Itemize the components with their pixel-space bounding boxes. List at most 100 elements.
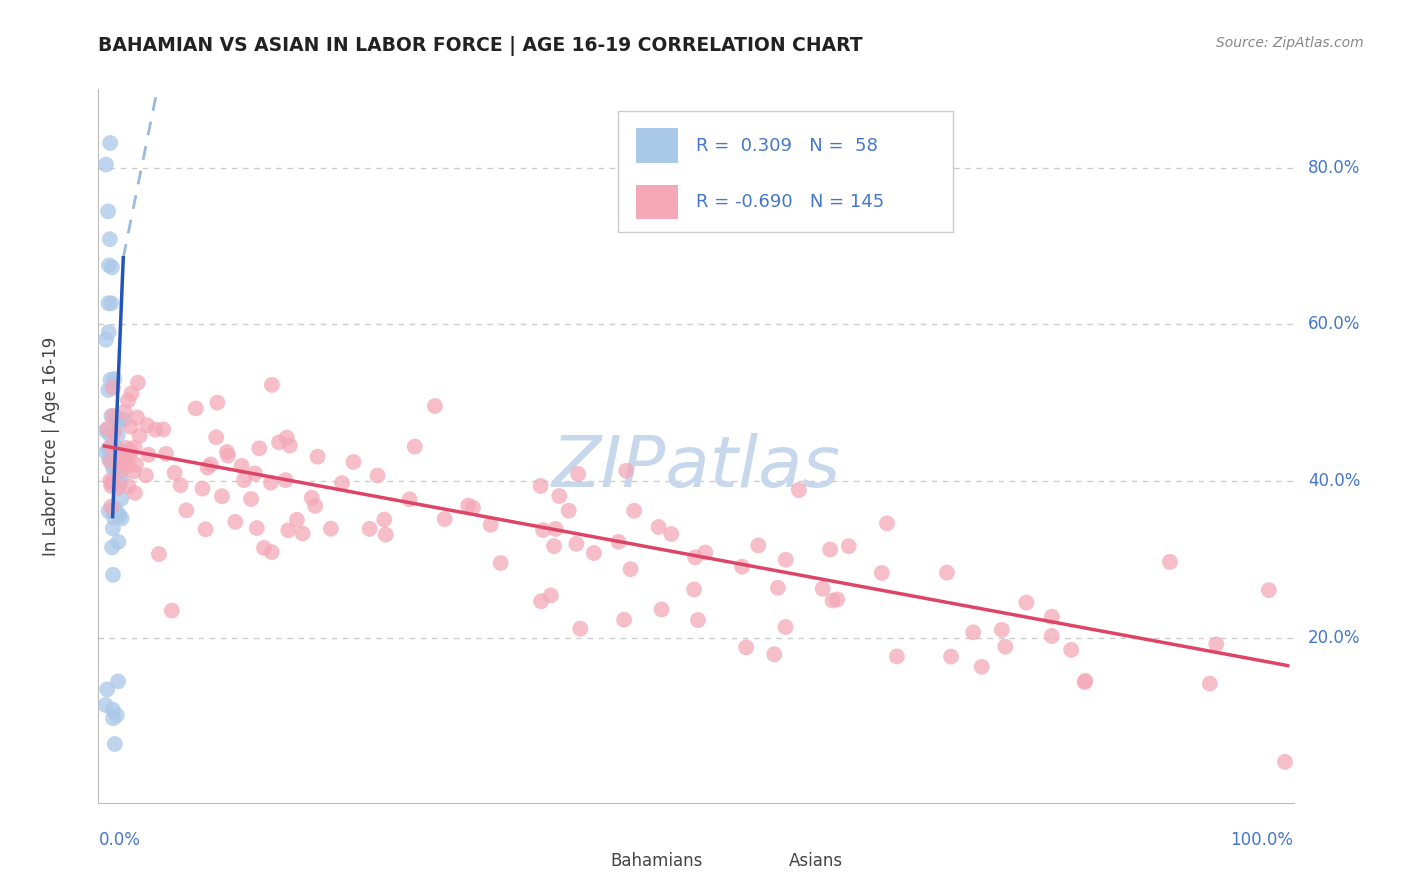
Bar — [756, 853, 778, 871]
Point — [359, 522, 381, 536]
Point — [117, 479, 139, 493]
Point — [276, 431, 298, 445]
Point — [683, 582, 706, 597]
Point — [1159, 555, 1181, 569]
Point — [118, 442, 141, 457]
Point — [747, 539, 769, 553]
Point — [111, 450, 134, 465]
Point — [101, 521, 124, 535]
Point — [107, 450, 129, 465]
Point — [787, 483, 810, 497]
Point — [97, 442, 120, 456]
Point — [962, 625, 984, 640]
Point — [870, 566, 893, 580]
Point — [107, 480, 129, 494]
Point — [811, 582, 834, 596]
Point — [404, 440, 426, 454]
Point — [176, 503, 198, 517]
Point — [118, 447, 141, 461]
Point — [124, 486, 146, 500]
Point — [1274, 755, 1296, 769]
Point — [101, 541, 124, 555]
Point — [104, 410, 127, 425]
Text: Source: ZipAtlas.com: Source: ZipAtlas.com — [1216, 36, 1364, 50]
Point — [569, 622, 592, 636]
Point — [619, 562, 641, 576]
Point — [651, 602, 673, 616]
Point — [543, 539, 565, 553]
Text: 80.0%: 80.0% — [1308, 159, 1360, 177]
Text: Asians: Asians — [789, 853, 844, 871]
Point — [582, 546, 605, 560]
Point — [104, 452, 127, 467]
Point — [108, 477, 131, 491]
Point — [876, 516, 898, 531]
Point — [530, 479, 553, 493]
Point — [253, 541, 276, 555]
Point — [103, 505, 125, 519]
Point — [98, 452, 121, 467]
Point — [96, 682, 118, 697]
Point — [112, 413, 135, 427]
Point — [277, 524, 299, 538]
Point — [886, 649, 908, 664]
Point — [1205, 637, 1227, 651]
Point — [461, 500, 484, 515]
Point — [114, 454, 136, 468]
Point — [110, 491, 132, 506]
Point — [939, 649, 962, 664]
Bar — [576, 853, 598, 871]
Point — [607, 534, 630, 549]
Point — [100, 439, 122, 453]
Point — [683, 550, 706, 565]
Point — [100, 373, 122, 387]
Point — [991, 623, 1014, 637]
Point — [1060, 643, 1083, 657]
Point — [103, 462, 125, 476]
Point — [104, 460, 127, 475]
Point — [136, 418, 159, 433]
Point — [1015, 596, 1038, 610]
Point — [105, 708, 128, 723]
Point — [105, 451, 128, 466]
Point — [1073, 675, 1095, 690]
Point — [274, 473, 297, 487]
Point — [103, 372, 125, 386]
Point — [98, 473, 121, 487]
Point — [544, 522, 567, 536]
Point — [117, 393, 139, 408]
Text: Bahamians: Bahamians — [610, 853, 703, 871]
Point — [107, 674, 129, 689]
Point — [818, 542, 841, 557]
Point — [433, 512, 456, 526]
Point — [101, 381, 124, 395]
Point — [398, 492, 420, 507]
Point — [766, 581, 789, 595]
Point — [138, 448, 160, 462]
Point — [994, 640, 1017, 654]
Point — [101, 703, 124, 717]
Point — [125, 410, 148, 425]
Point — [260, 377, 283, 392]
Point — [291, 526, 314, 541]
Point — [557, 504, 579, 518]
Point — [247, 442, 270, 456]
Point — [565, 537, 588, 551]
Point — [540, 589, 562, 603]
Point — [100, 500, 122, 514]
Point — [103, 510, 125, 524]
Point — [169, 478, 191, 492]
Text: R = -0.690   N = 145: R = -0.690 N = 145 — [696, 193, 884, 211]
Point — [330, 476, 353, 491]
Point — [307, 450, 329, 464]
Point — [107, 428, 129, 442]
Text: In Labor Force | Age 16-19: In Labor Force | Age 16-19 — [42, 336, 59, 556]
Point — [278, 439, 301, 453]
Point — [373, 513, 395, 527]
Text: 0.0%: 0.0% — [98, 831, 141, 849]
Text: R =  0.309   N =  58: R = 0.309 N = 58 — [696, 137, 877, 155]
Point — [115, 441, 138, 455]
Point — [1040, 609, 1063, 624]
Point — [97, 296, 120, 310]
Point — [285, 513, 308, 527]
